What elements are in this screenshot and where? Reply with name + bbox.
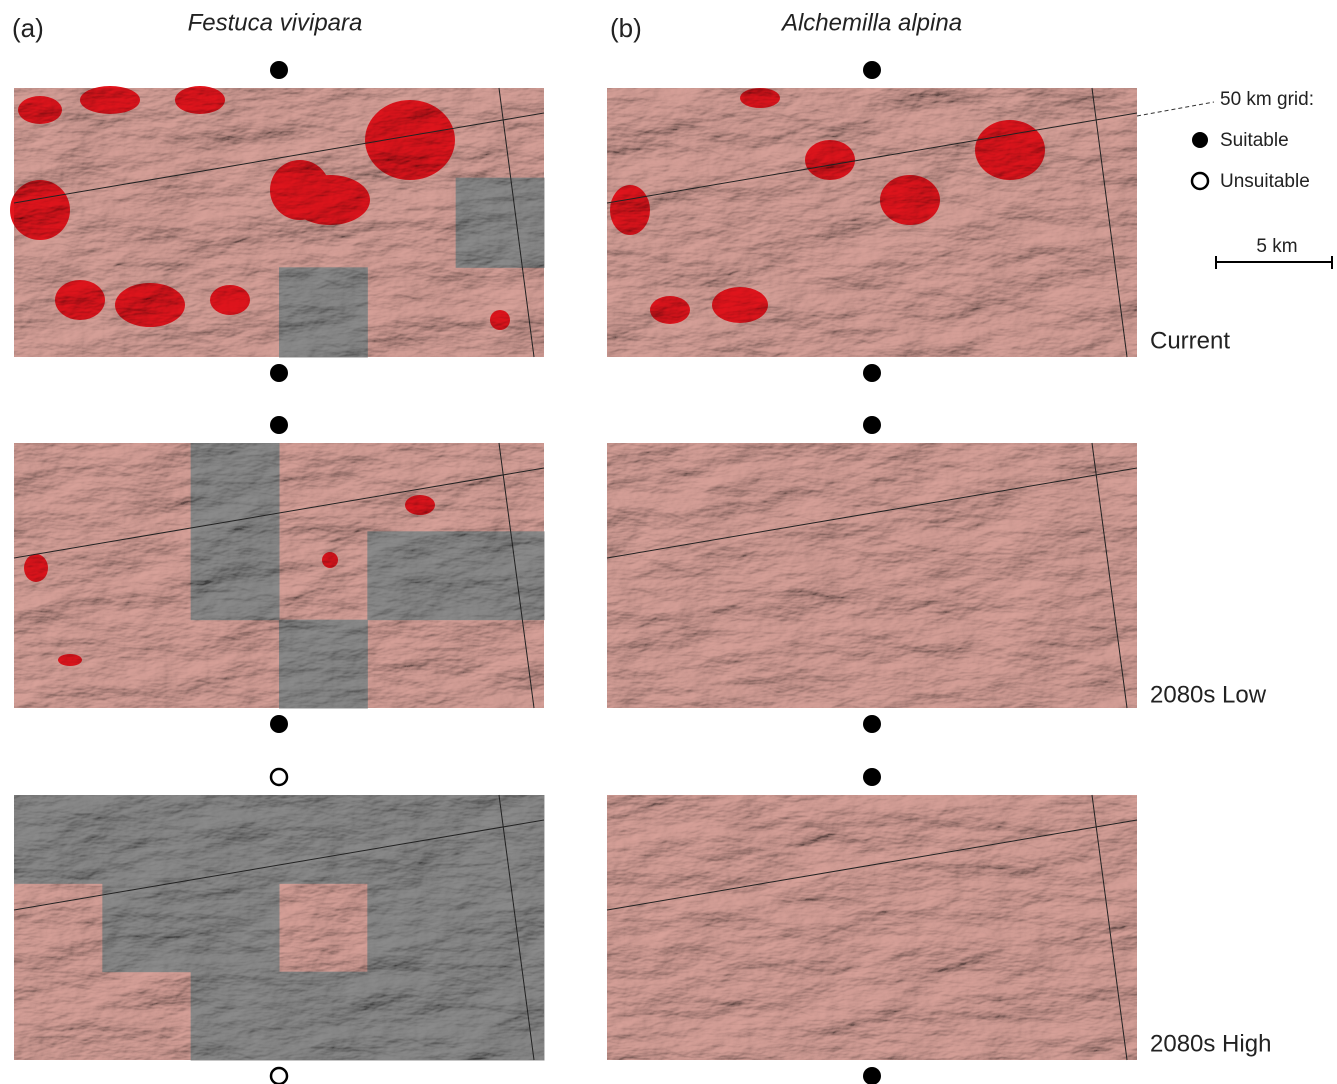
hillshade bbox=[607, 443, 1137, 708]
scenario-label: Current bbox=[1150, 327, 1230, 354]
suitable-dot bbox=[270, 364, 288, 382]
legend-suitable-dot bbox=[1192, 132, 1208, 148]
suitable-dot bbox=[270, 416, 288, 434]
hillshade bbox=[607, 88, 1137, 357]
figure: (a) Festuca vivipara (b) Alchemilla alpi… bbox=[0, 0, 1337, 1084]
hillshade bbox=[14, 795, 544, 1060]
hillshade bbox=[14, 88, 544, 357]
map-panel bbox=[607, 795, 1137, 1060]
legend-unsuitable: Unsuitable bbox=[1220, 171, 1310, 192]
scale-label: 5 km bbox=[1256, 236, 1297, 257]
panel-label: (b) bbox=[610, 13, 642, 43]
legend-suitable: Suitable bbox=[1220, 130, 1289, 151]
scale-bar bbox=[1216, 256, 1332, 269]
scenario-label: 2080s High bbox=[1150, 1030, 1271, 1057]
suitable-dot bbox=[270, 715, 288, 733]
panel-label: (a) bbox=[12, 13, 44, 43]
legend-title: 50 km grid: bbox=[1220, 89, 1314, 110]
map-panel bbox=[607, 443, 1137, 708]
unsuitable-dot bbox=[271, 769, 287, 785]
legend-leader bbox=[1137, 102, 1214, 116]
suitable-dot bbox=[863, 715, 881, 733]
legend-unsuitable-dot bbox=[1192, 173, 1208, 189]
species-name: Festuca vivipara bbox=[188, 9, 363, 36]
suitable-dot bbox=[863, 768, 881, 786]
species-name: Alchemilla alpina bbox=[780, 9, 962, 36]
map-panel bbox=[10, 86, 545, 358]
hillshade bbox=[607, 795, 1137, 1060]
hillshade bbox=[14, 443, 544, 708]
suitable-dot bbox=[863, 1067, 881, 1084]
suitable-dot bbox=[863, 416, 881, 434]
suitable-dot bbox=[270, 61, 288, 79]
suitable-dot bbox=[863, 364, 881, 382]
map-panel bbox=[607, 88, 1137, 357]
scenario-label: 2080s Low bbox=[1150, 681, 1267, 708]
unsuitable-dot bbox=[271, 1068, 287, 1084]
map-panel bbox=[14, 443, 545, 709]
suitable-dot bbox=[863, 61, 881, 79]
map-panel bbox=[14, 795, 545, 1061]
